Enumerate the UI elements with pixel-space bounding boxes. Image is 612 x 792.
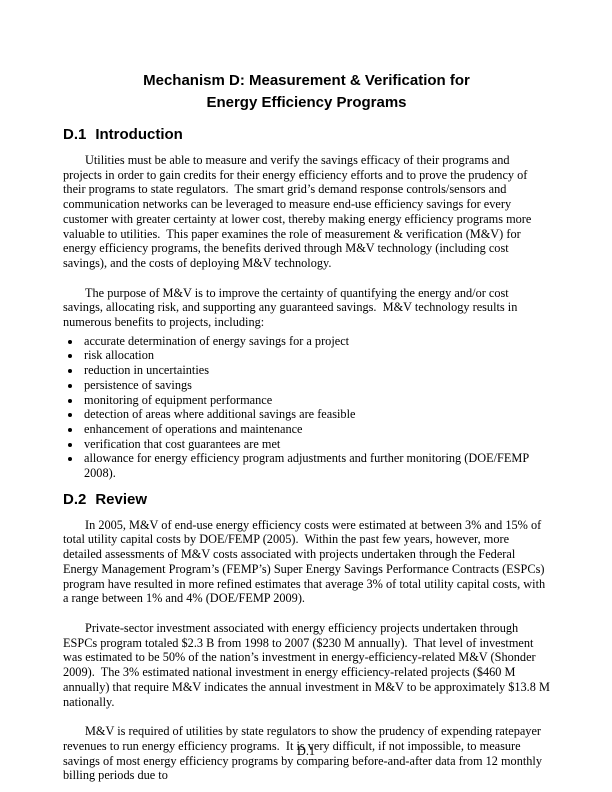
list-item-verification-cost-guarantees: verification that cost guarantees are me… (82, 437, 550, 452)
section-number-d2: D.2 (63, 490, 87, 508)
list-item-detection-of-areas: detection of areas where additional savi… (82, 407, 550, 422)
document-title-line2: Energy Efficiency Programs (206, 94, 407, 111)
list-item-accurate-determination: accurate determination of energy savings… (82, 334, 550, 349)
section-heading-d2: D.2 Review (63, 491, 550, 508)
list-item-enhancement-operations: enhancement of operations and maintenanc… (82, 422, 550, 437)
document-title-line1: Mechanism D: Measurement & Verification … (143, 72, 470, 89)
paragraph-utilities-mv: Utilities must be able to measure and ve… (63, 153, 535, 270)
list-item-persistence-of-savings: persistence of savings (82, 378, 550, 393)
section-title-d2: Review (95, 490, 148, 508)
section-number-d1: D.1 (63, 126, 87, 143)
paragraph-mv-required-by-regulators: M&V is required of utilities by state re… (63, 724, 546, 783)
paragraph-2005-mv-costs: In 2005, M&V of end-use energy efficienc… (63, 517, 549, 606)
paragraph-purpose-of-mv: The purpose of M&V is to improve the cer… (63, 285, 521, 330)
mv-benefits-list: accurate determination of energy savings… (63, 334, 550, 481)
section-title-d1: Introduction (95, 126, 183, 143)
page-number: D.1 (296, 744, 316, 759)
list-item-reduction-uncertainties: reduction in uncertainties (82, 363, 550, 378)
paragraph-private-sector-investment: Private-sector investment associated wit… (63, 620, 553, 709)
list-item-monitoring-equipment: monitoring of equipment performance (82, 393, 550, 408)
list-item-risk-allocation: risk allocation (82, 348, 550, 363)
list-item-allowance-adjustments: allowance for energy efficiency program … (82, 451, 550, 480)
document-title: Mechanism D: Measurement & Verification … (63, 70, 550, 114)
section-heading-d1: D.1 Introduction (63, 126, 550, 143)
